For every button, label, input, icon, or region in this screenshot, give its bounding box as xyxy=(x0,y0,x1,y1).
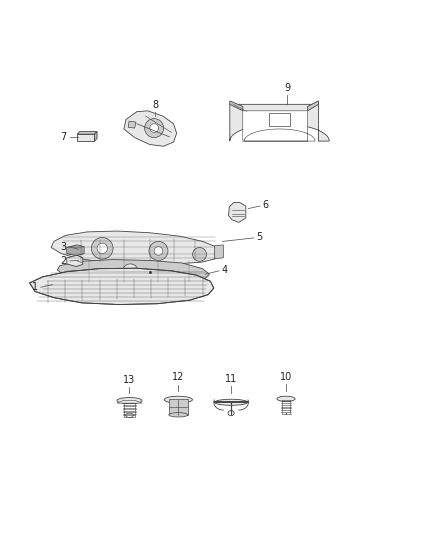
Text: 6: 6 xyxy=(262,200,268,209)
Polygon shape xyxy=(230,104,329,141)
Circle shape xyxy=(150,124,159,132)
Text: 13: 13 xyxy=(124,375,136,384)
Circle shape xyxy=(145,119,164,138)
Polygon shape xyxy=(307,101,318,111)
FancyBboxPatch shape xyxy=(169,399,188,415)
Polygon shape xyxy=(243,111,315,141)
Polygon shape xyxy=(229,203,246,222)
Ellipse shape xyxy=(164,396,192,403)
Polygon shape xyxy=(128,121,136,128)
Text: 2: 2 xyxy=(60,256,67,266)
Text: 7: 7 xyxy=(60,132,67,142)
Polygon shape xyxy=(67,255,83,266)
Circle shape xyxy=(123,264,138,279)
Polygon shape xyxy=(95,132,97,141)
Polygon shape xyxy=(230,101,243,111)
Circle shape xyxy=(149,241,168,261)
Text: 8: 8 xyxy=(152,100,158,109)
Ellipse shape xyxy=(277,396,295,401)
Text: 4: 4 xyxy=(221,265,227,275)
Polygon shape xyxy=(67,245,84,256)
Polygon shape xyxy=(117,401,142,403)
Polygon shape xyxy=(124,111,177,146)
Polygon shape xyxy=(30,268,214,304)
Text: 5: 5 xyxy=(256,232,262,242)
Polygon shape xyxy=(77,134,95,141)
Polygon shape xyxy=(215,245,223,259)
Text: 9: 9 xyxy=(284,83,290,93)
Ellipse shape xyxy=(117,398,142,403)
Polygon shape xyxy=(51,231,219,264)
Polygon shape xyxy=(77,132,97,134)
Circle shape xyxy=(97,243,107,254)
Ellipse shape xyxy=(169,413,188,417)
Text: 12: 12 xyxy=(172,373,184,382)
Text: 3: 3 xyxy=(60,242,67,252)
Text: 1: 1 xyxy=(32,282,38,292)
Text: 11: 11 xyxy=(225,374,237,384)
FancyBboxPatch shape xyxy=(269,113,290,126)
Circle shape xyxy=(92,238,113,259)
Circle shape xyxy=(154,247,163,255)
Circle shape xyxy=(193,247,206,261)
Text: 10: 10 xyxy=(280,372,292,382)
Ellipse shape xyxy=(215,399,247,405)
Polygon shape xyxy=(57,260,209,283)
